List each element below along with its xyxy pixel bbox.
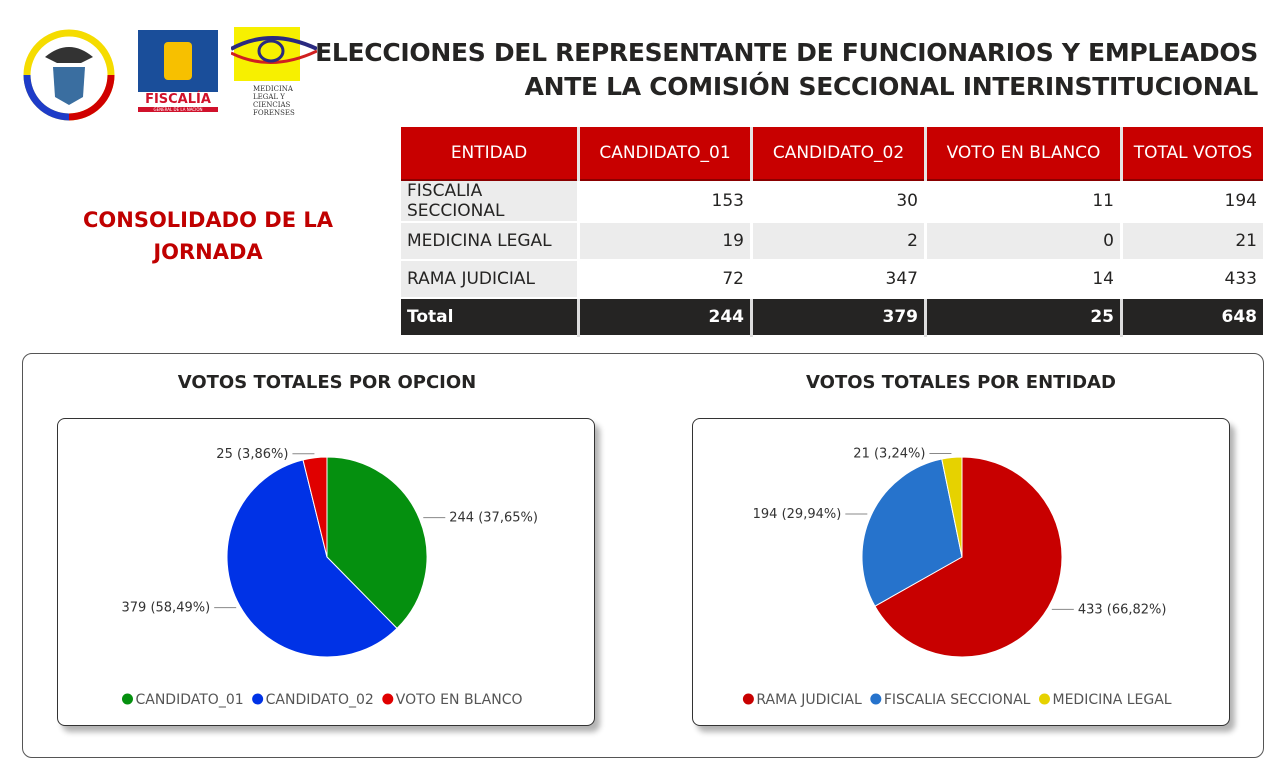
charts-panel <box>22 353 1264 758</box>
cell: 14 <box>924 260 1122 299</box>
cell: 2 <box>750 222 926 261</box>
logo-fiscalia: FISCALÍA GENERAL DE LA NACIÓN <box>138 30 218 112</box>
legend-dot <box>870 693 882 705</box>
pie-card-opcion: 244 (37,65%) 379 (58,49%) 25 (3,86%) CANDID… <box>57 418 595 726</box>
table-row: RAMA JUDICIAL 72 347 14 433 <box>401 260 1263 299</box>
cell: 347 <box>750 260 926 299</box>
legend-dot <box>252 693 264 705</box>
data-label: 21 (3,24%) <box>853 447 925 462</box>
cell: 194 <box>1120 180 1263 223</box>
data-label: 25 (3,86%) <box>216 447 288 462</box>
cell: 244 <box>577 298 752 337</box>
cell: 648 <box>1120 298 1263 337</box>
logo-medicina-legal: MEDICINA LEGAL Y CIENCIAS FORENSES <box>231 27 317 117</box>
medicina-text: MEDICINA LEGAL Y CIENCIAS FORENSES <box>253 85 295 117</box>
legend-item[interactable]: RAMA JUDICIAL <box>756 692 862 708</box>
pie-chart-entidad: 433 (66,82%) 194 (29,94%) 21 (3,24%) RAMA J… <box>742 447 1172 708</box>
pie-slice-0[interactable] <box>326 456 428 630</box>
col-voto-blanco[interactable]: VOTO EN BLANCO <box>924 127 1122 181</box>
results-table: ENTIDAD CANDIDATO_01 CANDIDATO_02 VOTO E… <box>401 127 1263 337</box>
cell: RAMA JUDICIAL <box>401 260 579 299</box>
legend-dot <box>121 693 133 705</box>
legend-dot <box>1038 693 1050 705</box>
chart-title-opcion: VOTOS TOTALES POR OPCION <box>177 372 477 393</box>
pie-slice-1[interactable] <box>861 458 963 607</box>
pie-slice-1[interactable] <box>226 459 398 658</box>
col-entidad[interactable]: ENTIDAD <box>401 127 579 181</box>
table-total-row: Total 244 379 25 648 <box>401 298 1263 337</box>
table-row: MEDICINA LEGAL 19 2 0 21 <box>401 222 1263 261</box>
cell: 72 <box>577 260 752 299</box>
pie-slice-2[interactable] <box>302 456 328 558</box>
fiscalia-subtext: GENERAL DE LA NACIÓN <box>138 107 218 112</box>
cell: Total <box>401 298 579 337</box>
cell: MEDICINA LEGAL <box>401 222 579 261</box>
cell: 153 <box>577 180 752 223</box>
data-label: 379 (58,49%) <box>122 601 211 616</box>
col-total-votos[interactable]: TOTAL VOTOS <box>1120 127 1263 181</box>
table-row: FISCALIA SECCIONAL 153 30 11 194 <box>401 180 1263 223</box>
legend-dot <box>742 693 754 705</box>
cell: FISCALIA SECCIONAL <box>401 180 579 223</box>
cell: 379 <box>750 298 926 337</box>
legend: CANDIDATO_01 CANDIDATO_02 VOTO EN BLANCO <box>121 692 523 708</box>
cell: 21 <box>1120 222 1263 261</box>
cell: 433 <box>1120 260 1263 299</box>
pie-slice-2[interactable] <box>941 456 963 558</box>
cell: 25 <box>924 298 1122 337</box>
legend: RAMA JUDICIAL FISCALIA SECCIONAL MEDICINA … <box>742 692 1172 708</box>
logo-colombia <box>15 27 123 127</box>
pie-slice-0[interactable] <box>874 456 1063 658</box>
legend-dot <box>382 693 394 705</box>
legend-item[interactable]: VOTO EN BLANCO <box>396 692 523 708</box>
legend-item[interactable]: MEDICINA LEGAL <box>1052 692 1171 708</box>
cell: 11 <box>924 180 1122 223</box>
legend-item[interactable]: CANDIDATO_01 <box>135 692 243 708</box>
cell: 30 <box>750 180 926 223</box>
data-label: 244 (37,65%) <box>449 511 538 526</box>
legend-item[interactable]: CANDIDATO_02 <box>266 692 374 708</box>
pie-card-entidad: 433 (66,82%) 194 (29,94%) 21 (3,24%) RAMA J… <box>692 418 1230 726</box>
legend-item[interactable]: FISCALIA SECCIONAL <box>884 692 1031 708</box>
col-candidato-02[interactable]: CANDIDATO_02 <box>750 127 926 181</box>
col-candidato-01[interactable]: CANDIDATO_01 <box>577 127 752 181</box>
data-label: 194 (29,94%) <box>753 507 842 522</box>
cell: 0 <box>924 222 1122 261</box>
page-title: ELECCIONES DEL REPRESENTANTE DE FUNCIONA… <box>315 38 1258 101</box>
table-header: ENTIDAD CANDIDATO_01 CANDIDATO_02 VOTO E… <box>401 127 1263 181</box>
subtitle: CONSOLIDADO DE LA JORNADA <box>82 208 333 264</box>
fiscalia-text: FISCALÍA <box>145 92 211 107</box>
data-label: 433 (66,82%) <box>1078 602 1167 617</box>
chart-title-entidad: VOTOS TOTALES POR ENTIDAD <box>806 372 1116 393</box>
cell: 19 <box>577 222 752 261</box>
pie-chart-opcion: 244 (37,65%) 379 (58,49%) 25 (3,86%) CANDID… <box>121 447 538 708</box>
